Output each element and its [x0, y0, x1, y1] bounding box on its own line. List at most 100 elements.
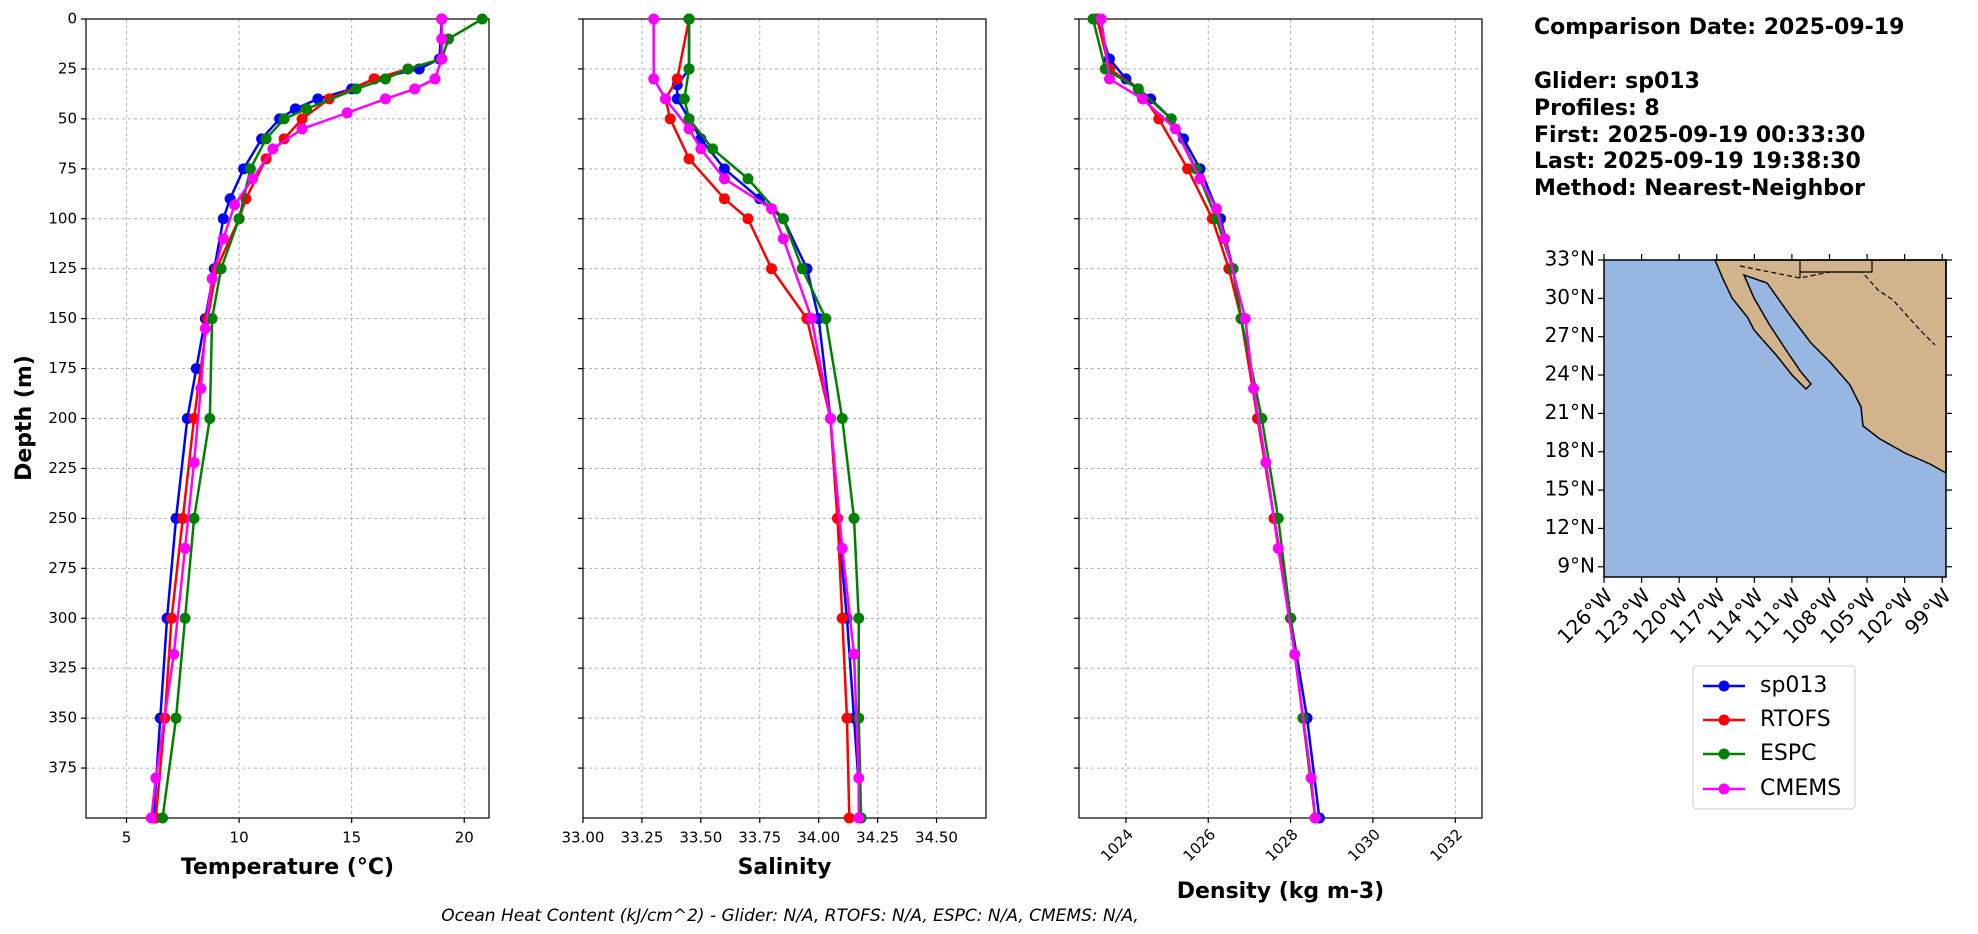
legend-marker [1718, 680, 1730, 692]
point [409, 83, 421, 95]
info-line: Method: Nearest-Neighbor [1534, 176, 1865, 201]
y-tick-label: 350 [48, 709, 77, 727]
point [179, 612, 191, 624]
y-tick-label: 375 [48, 759, 77, 777]
point [648, 73, 660, 85]
point [766, 203, 778, 215]
point [166, 612, 178, 624]
x-tick-label: 33.25 [620, 829, 663, 847]
point [806, 313, 818, 325]
point [671, 73, 683, 85]
x-axis-label: Temperature (°C) [181, 855, 394, 880]
point [683, 123, 695, 135]
x-tick-label: 34.25 [856, 829, 899, 847]
point [436, 53, 448, 65]
point [718, 163, 730, 175]
y-tick-label: 300 [48, 609, 77, 627]
point [476, 13, 488, 25]
point [841, 712, 853, 724]
point [188, 512, 200, 524]
plot-frame [582, 18, 987, 819]
point [695, 143, 707, 155]
point [247, 173, 259, 185]
legend [1692, 665, 1856, 810]
point [1248, 383, 1260, 395]
info-line: Glider: sp013 [1534, 69, 1700, 94]
point [1239, 313, 1251, 325]
point [742, 213, 754, 225]
map-lat-label: 30°N [1545, 285, 1595, 309]
x-tick-label: 20 [455, 829, 474, 847]
point [836, 542, 848, 554]
legend-marker [1718, 783, 1730, 795]
point [678, 93, 690, 105]
map-lat-label: 21°N [1545, 400, 1595, 424]
point [312, 93, 324, 105]
plot-frame [85, 18, 490, 819]
point [168, 648, 180, 660]
point [1260, 456, 1272, 468]
point [429, 73, 441, 85]
legend-label: sp013 [1760, 673, 1827, 698]
point [341, 107, 353, 119]
point [1219, 233, 1231, 245]
point [853, 812, 865, 824]
point [777, 213, 789, 225]
point [1289, 648, 1301, 660]
point [1132, 83, 1144, 95]
point [436, 33, 448, 45]
y-tick-label: 150 [48, 309, 77, 327]
point [664, 113, 676, 125]
legend-marker [1718, 748, 1730, 760]
legend-marker [1718, 714, 1730, 726]
point [195, 383, 207, 395]
x-tick-label: 34.50 [915, 829, 958, 847]
point [742, 173, 754, 185]
series-line [652, 19, 860, 818]
point [853, 772, 865, 784]
point [188, 456, 200, 468]
point [848, 512, 860, 524]
point [179, 542, 191, 554]
y-tick-label: 100 [48, 209, 77, 227]
map-lat-label: 33°N [1545, 247, 1595, 271]
point [1169, 123, 1181, 135]
point [832, 512, 844, 524]
point [1272, 542, 1284, 554]
point [217, 233, 229, 245]
point [718, 193, 730, 205]
y-tick-label: 225 [48, 459, 77, 477]
x-tick-label: 1026 [1180, 825, 1220, 865]
point [1087, 13, 1099, 25]
legend-label: RTOFS [1760, 707, 1831, 732]
x-tick-label: 33.00 [562, 829, 605, 847]
point [1103, 73, 1115, 85]
point [145, 812, 157, 824]
map-lat-label: 18°N [1545, 438, 1595, 462]
x-tick-label: 10 [230, 829, 249, 847]
point [402, 63, 414, 75]
point [190, 363, 202, 375]
series-line [161, 17, 483, 819]
point [267, 143, 279, 155]
x-tick-label: 1024 [1097, 825, 1137, 865]
point [199, 323, 211, 335]
point [707, 143, 719, 155]
y-tick-label: 250 [48, 509, 77, 527]
map-border [1799, 260, 1873, 278]
point [659, 93, 671, 105]
y-tick-label: 175 [48, 359, 77, 377]
point [157, 812, 169, 824]
point [244, 163, 256, 175]
legend-label: CMEMS [1760, 776, 1841, 801]
x-axis-label: Salinity [738, 855, 832, 880]
point [215, 263, 227, 275]
map-frame [1603, 259, 1947, 578]
y-tick-label: 200 [48, 409, 77, 427]
y-tick-label: 0 [67, 10, 77, 28]
map-lat-label: 15°N [1545, 477, 1595, 501]
point [233, 213, 245, 225]
point [1210, 203, 1222, 215]
point [379, 73, 391, 85]
point [836, 612, 848, 624]
